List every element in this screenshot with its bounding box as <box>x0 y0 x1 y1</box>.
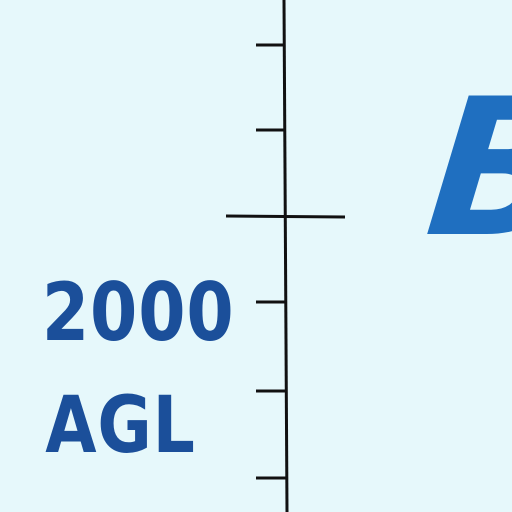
scale-axis-line <box>282 0 289 512</box>
scale-major-tick <box>225 214 346 219</box>
altitude-value-label: 2000 <box>41 266 235 359</box>
altitude-unit-label: AGL <box>45 381 196 471</box>
